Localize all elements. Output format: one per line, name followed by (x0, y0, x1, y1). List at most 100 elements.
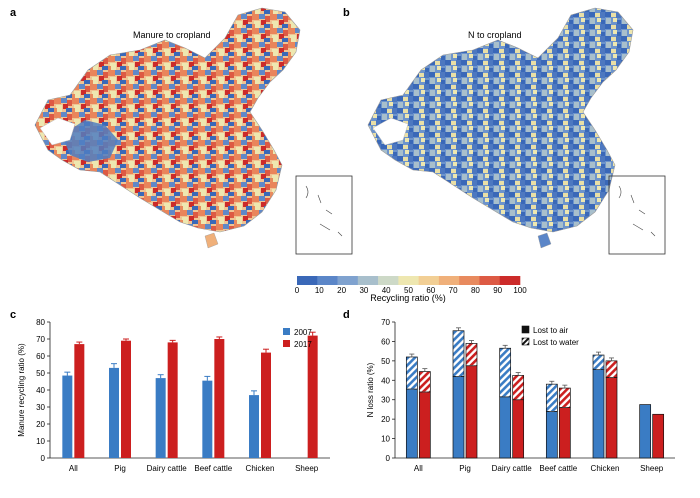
chart-c-y-tick-label: 60 (36, 352, 45, 361)
chart-c-x-tick-label: Dairy cattle (147, 464, 188, 473)
colorbar-tick-label: 30 (359, 286, 368, 295)
panel-c-letter: c (10, 309, 16, 321)
panel-b-title: N to cropland (468, 30, 522, 40)
chart-d-legend-swatch (521, 325, 530, 334)
panel-b-letter: b (343, 7, 350, 19)
chart-d-x-tick-label: Dairy cattle (492, 464, 533, 473)
colorbar: 0 10 20 30 40 50 60 70 80 90 100 (295, 276, 527, 295)
chart-c-legend-label: 2017 (294, 340, 312, 349)
colorbar-tick-label: 100 (513, 286, 527, 295)
chart-d-bar-water (452, 330, 465, 377)
chart-d-x-tick-label: Beef cattle (539, 464, 577, 473)
chart-d-bar-water (418, 371, 431, 393)
colorbar-swatch (438, 276, 460, 285)
chart-d-bar-water (405, 356, 418, 390)
chart-c-y-tick-label: 70 (36, 335, 45, 344)
chart-c-y-tick-label: 10 (36, 437, 45, 446)
colorbar-tick-label: 60 (426, 286, 435, 295)
chart-d-y-tick-label: 0 (386, 454, 391, 463)
chart-d-bar-air (499, 396, 512, 459)
panel-d-letter: d (343, 309, 350, 321)
colorbar-tick-label: 80 (471, 286, 480, 295)
chart-d-bar-air (558, 407, 571, 459)
chart-c-x-tick-label: Chicken (246, 464, 275, 473)
chart-d-legend-label: Lost to water (533, 338, 579, 347)
colorbar-swatch (398, 276, 419, 285)
map-a-island (204, 232, 219, 249)
chart-d-bar-water (512, 375, 525, 401)
chart-d-bar-water (545, 383, 558, 412)
colorbar-tick-label: 50 (404, 286, 413, 295)
chart-d-x-tick-label: Pig (459, 464, 471, 473)
colorbar-tick-label: 0 (295, 286, 300, 295)
map-a-inner-blue-region (62, 120, 118, 162)
chart-d-y-tick-label: 10 (381, 435, 390, 444)
colorbar-swatch (459, 276, 480, 285)
colorbar-swatch (499, 276, 521, 285)
map-b-blank-region (372, 117, 409, 146)
chart-d-bar-air (605, 377, 618, 459)
chart-d-bar-air (405, 388, 418, 459)
chart-c-bar (261, 352, 271, 458)
chart-c-bar (62, 375, 73, 458)
chart-d-bar-water (499, 347, 512, 398)
chart-c-legend-swatch (283, 328, 290, 335)
chart-d-y-tick-label: 20 (381, 415, 390, 424)
colorbar-tick-label: 10 (315, 286, 324, 295)
map-a-china (34, 7, 301, 233)
chart-d-bar-air (545, 411, 558, 459)
chart-d-y-tick-label: 50 (381, 357, 390, 366)
chart-d-y-tick-label: 70 (381, 318, 390, 327)
chart-d-x-tick-label: Chicken (591, 464, 620, 473)
chart-c-y-tick-label: 0 (41, 454, 46, 463)
chart-d-x-tick-label: All (414, 464, 423, 473)
map-b-china (367, 7, 634, 233)
chart-c-bar (307, 335, 318, 458)
colorbar-swatch (357, 276, 379, 285)
map-a-inset-frame (295, 175, 353, 255)
chart-d-bar-air (512, 399, 525, 459)
chart-c-x-tick-label: Pig (114, 464, 126, 473)
chart-c-y-tick-label: 80 (36, 318, 45, 327)
panel-b: b N to cropland (343, 7, 666, 255)
colorbar-swatch (297, 276, 318, 285)
chart-d-legend-label: Lost to air (533, 326, 568, 335)
map-b-island (537, 232, 552, 249)
colorbar-tick-label: 90 (493, 286, 502, 295)
chart-c-legend-swatch (283, 340, 290, 347)
chart-c-y-axis-label: Manure recycling ratio (%) (17, 343, 26, 437)
chart-d-bar-air (652, 413, 665, 459)
chart-c-bar (214, 339, 225, 458)
chart-d-bar-air (418, 391, 431, 459)
chart-c-y-tick-label: 40 (36, 386, 45, 395)
chart-c-bar (202, 380, 213, 458)
chart-d-y-tick-label: 40 (381, 376, 390, 385)
chart-d: 0 10 20 30 40 50 60 70 N loss ratio (%) All Pig Dai… (366, 318, 675, 473)
map-a-blank-region (39, 117, 76, 146)
chart-c-bar (155, 378, 166, 458)
chart-c-legend-label: 2007 (294, 328, 312, 337)
colorbar-swatch (337, 276, 359, 285)
panel-a-letter: a (10, 7, 17, 19)
chart-c-x-tick-label: Sheep (295, 464, 319, 473)
colorbar-swatch (479, 276, 501, 285)
chart-c-bar (249, 395, 259, 458)
colorbar-swatch (317, 276, 338, 285)
chart-d-bar-water (558, 387, 571, 408)
chart-c-bar (167, 342, 178, 458)
panel-a-title: Manure to cropland (133, 30, 211, 40)
chart-d-bar-water (465, 343, 478, 367)
chart-d-y-axis-label: N loss ratio (%) (366, 362, 375, 417)
chart-d-bar-air (465, 365, 478, 459)
colorbar-label: Recycling ratio (%) (370, 293, 446, 303)
chart-c-bar (109, 367, 119, 458)
panel-a: a Manure to cropland (10, 7, 353, 255)
colorbar-tick-label: 20 (337, 286, 346, 295)
chart-c-y-tick-label: 50 (36, 369, 45, 378)
colorbar-tick-label: 70 (449, 286, 458, 295)
chart-d-bar-water (592, 354, 605, 370)
map-b-inset-islands (618, 185, 656, 237)
chart-c-bar (74, 344, 85, 458)
chart-d-x-tick-label: Sheep (640, 464, 664, 473)
